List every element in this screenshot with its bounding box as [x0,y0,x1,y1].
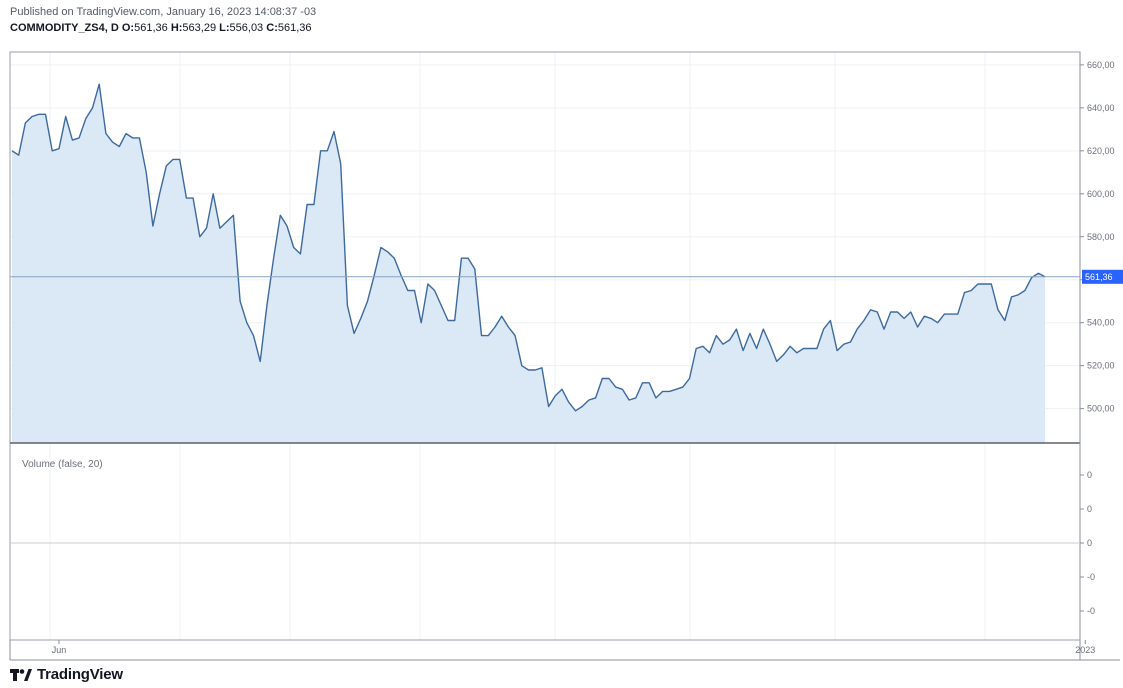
close-value: 561,36 [277,22,312,34]
x-axis-tick-label: Jun [52,645,67,655]
ohlc-line: COMMODITY_ZS4, D O:561,36 H:563,29 L:556… [10,20,316,36]
open-label: O: [121,22,135,34]
price-series-line[interactable] [11,83,1046,412]
symbol-label[interactable]: COMMODITY_ZS4, D [10,22,119,34]
y-axis-tick-label: 600,00 [1087,189,1115,199]
y-axis-tick-label: 640,00 [1087,103,1115,113]
y-axis-tick-label: 500,00 [1087,404,1115,414]
chart-header: Published on TradingView.com, January 16… [10,4,316,36]
close-label: C: [266,22,278,34]
y-axis-tick-label: 620,00 [1087,146,1115,156]
high-value: 563,29 [182,22,217,34]
y-axis-tick-label: 580,00 [1087,232,1115,242]
brand-name: TradingView [37,666,123,683]
volume-tick-label: 0 [1087,470,1092,480]
volume-tick-label: 0 [1087,504,1092,514]
x-axis-tick-label: 2023 [1075,645,1095,655]
price-area-fill [12,84,1045,443]
y-axis-tick-label: 540,00 [1087,318,1115,328]
volume-tick-label: -0 [1087,606,1095,616]
low-label: L: [219,22,230,34]
last-price-label: 561,36 [1085,272,1113,282]
low-value: 556,03 [229,22,264,34]
high-label: H: [170,22,183,34]
y-axis-tick-label: 660,00 [1087,60,1115,70]
published-line: Published on TradingView.com, January 16… [10,6,317,18]
volume-pane-label: Volume (false, 20) [22,459,103,470]
open-value: 561,36 [134,22,168,34]
tradingview-logo-icon [10,668,32,681]
volume-tick-label: 0 [1087,538,1092,548]
y-axis-tick-label: 520,00 [1087,361,1115,371]
volume-tick-label: -0 [1087,572,1095,582]
brand-footer: TradingView [10,666,123,683]
last-price-badge [1082,269,1123,284]
